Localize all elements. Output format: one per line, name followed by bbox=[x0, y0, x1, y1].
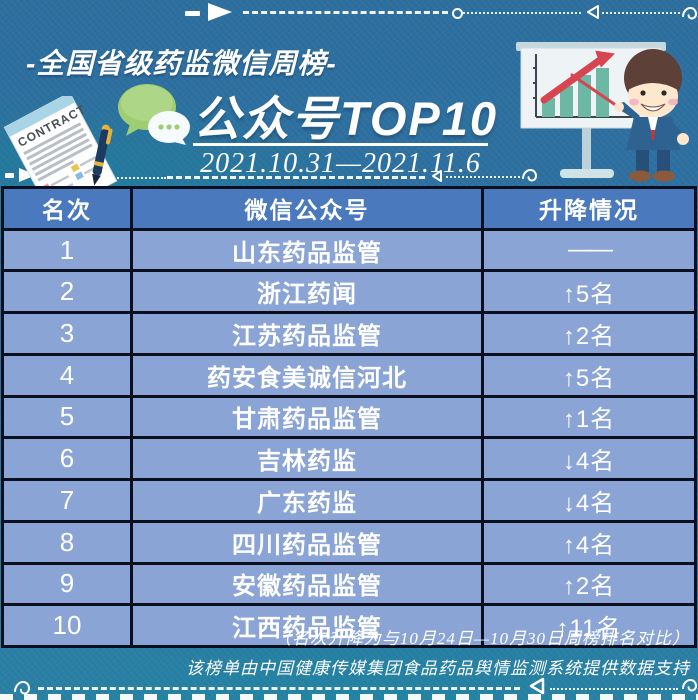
wechat-icon bbox=[118, 84, 190, 145]
change-cell: ↑1名 bbox=[484, 397, 694, 437]
triangle-left-icon bbox=[529, 677, 545, 695]
thick-dash-decoration bbox=[0, 694, 698, 700]
table-row: 2 浙江药闻 ↑5名 bbox=[4, 272, 694, 312]
ranking-tag: -全国省级药监微信周榜- bbox=[26, 48, 337, 79]
table-row: 3 江苏药品监管 ↑2名 bbox=[4, 314, 694, 353]
rank-cell: 7 bbox=[4, 481, 130, 520]
spiral-decoration bbox=[14, 680, 31, 695]
table-row: 5 甘肃药品监管 ↑1名 bbox=[4, 397, 694, 437]
account-cell: 浙江药闻 bbox=[133, 272, 481, 312]
rank-cell: 8 bbox=[4, 522, 130, 562]
column-header-change: 升降情况 bbox=[484, 189, 694, 228]
page-title: 公众号TOP10 bbox=[193, 92, 499, 145]
change-cell: ↑2名 bbox=[484, 314, 694, 353]
rank-cell: 2 bbox=[4, 272, 130, 312]
spiral-decoration bbox=[682, 6, 698, 20]
rank-cell: 4 bbox=[4, 355, 130, 395]
contract-illustration: CONTRACT bbox=[3, 96, 118, 188]
dotted-line-decoration bbox=[602, 12, 680, 14]
triangle-left-icon bbox=[432, 170, 442, 182]
account-cell: 江西药品监管 bbox=[133, 606, 481, 645]
table-row: 6 吉林药监 ↓4名 bbox=[4, 439, 694, 479]
column-header-rank: 名次 bbox=[4, 189, 130, 228]
dash-decoration bbox=[5, 173, 14, 178]
account-cell: 江苏药品监管 bbox=[133, 314, 481, 353]
change-cell: ↑2名 bbox=[484, 564, 694, 604]
dashed-line-decoration bbox=[38, 687, 520, 690]
date-range: 2021.10.31—2021.11.6 bbox=[200, 148, 481, 179]
footnote-comparison: （名次升降为与10月24日—10月30日周榜排名对比） bbox=[273, 629, 690, 648]
ring-decoration bbox=[452, 8, 463, 19]
spiral-decoration bbox=[682, 678, 698, 692]
dotted-line-decoration bbox=[446, 176, 520, 178]
ranking-table: 名次 微信公众号 升降情况 1 山东药品监管 —— 2 浙江药闻 ↑5名 3 江… bbox=[1, 186, 697, 648]
account-cell: 广东药监 bbox=[133, 481, 481, 520]
rank-cell: 5 bbox=[4, 397, 130, 437]
change-cell: ↑4名 bbox=[484, 522, 694, 562]
table-row: 9 安徽药品监管 ↑2名 bbox=[4, 564, 694, 604]
rank-cell: 9 bbox=[4, 564, 130, 604]
table-header-row: 名次 微信公众号 升降情况 bbox=[4, 189, 694, 228]
table-row: 7 广东药监 ↓4名 bbox=[4, 481, 694, 520]
rank-cell: 3 bbox=[4, 314, 130, 353]
dotted-line-decoration bbox=[463, 12, 581, 14]
triangle-left-icon bbox=[587, 5, 599, 19]
change-cell: ↑11名 bbox=[484, 606, 694, 645]
change-cell: ↑5名 bbox=[484, 355, 694, 395]
table-row: 10 江西药品监管 ↑11名 bbox=[4, 606, 694, 645]
table-row: 8 四川药品监管 ↑4名 bbox=[4, 522, 694, 562]
account-cell: 安徽药品监管 bbox=[133, 564, 481, 604]
table-row: 4 药安食美诚信河北 ↑5名 bbox=[4, 355, 694, 395]
change-cell: —— bbox=[484, 230, 694, 270]
account-cell: 药安食美诚信河北 bbox=[133, 355, 481, 395]
rank-cell: 10 bbox=[4, 606, 130, 645]
presenter-illustration bbox=[516, 42, 689, 182]
table-row: 1 山东药品监管 —— bbox=[4, 230, 694, 270]
rank-cell: 1 bbox=[4, 230, 130, 270]
account-cell: 山东药品监管 bbox=[133, 230, 481, 270]
dash-decoration bbox=[185, 11, 200, 16]
dotted-line-decoration bbox=[550, 688, 678, 690]
title-underline bbox=[193, 143, 488, 146]
footnote-data-source: 该榜单由中国健康传媒集团食品药品舆情监测系统提供数据支持 bbox=[186, 659, 690, 678]
change-cell: ↓4名 bbox=[484, 481, 694, 520]
account-cell: 四川药品监管 bbox=[133, 522, 481, 562]
dotted-line-decoration bbox=[110, 177, 166, 179]
footnotes: （名次升降为与10月24日—10月30日周榜排名对比） 该榜单由中国健康传媒集团… bbox=[186, 624, 690, 684]
dashed-line-decoration bbox=[167, 176, 425, 179]
column-header-account: 微信公众号 bbox=[133, 189, 481, 228]
account-cell: 吉林药监 bbox=[133, 439, 481, 479]
account-cell: 甘肃药品监管 bbox=[133, 397, 481, 437]
change-cell: ↑5名 bbox=[484, 272, 694, 312]
dashed-line-decoration bbox=[243, 11, 448, 14]
change-cell: ↓4名 bbox=[484, 439, 694, 479]
arrow-right-icon bbox=[208, 3, 232, 21]
rank-cell: 6 bbox=[4, 439, 130, 479]
spiral-decoration bbox=[522, 168, 538, 182]
